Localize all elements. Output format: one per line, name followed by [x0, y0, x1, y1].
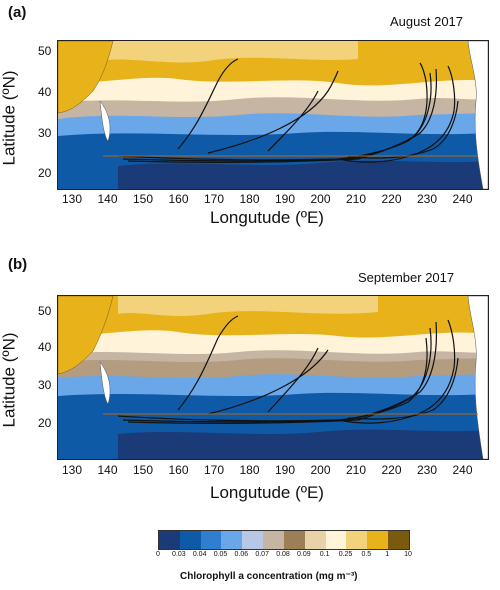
- colorbar-tick: 0.5: [361, 551, 372, 558]
- colorbar-swatch: [221, 531, 243, 549]
- y-tick: 30: [38, 126, 52, 140]
- panel-a-letter: (a): [8, 4, 27, 21]
- colorbar-swatch: [304, 531, 326, 549]
- x-tick: 190: [275, 192, 296, 206]
- x-tick: 150: [133, 192, 154, 206]
- x-tick: 210: [346, 463, 367, 477]
- x-tick: 170: [204, 192, 225, 206]
- colorbar-tick: 0.09: [297, 551, 311, 558]
- trajectory-line: [117, 315, 459, 424]
- colorbar-tick: 0: [156, 551, 160, 558]
- colorbar-tick: 0.05: [213, 551, 228, 558]
- colorbar-swatch: [325, 531, 347, 549]
- x-tick: 180: [239, 192, 260, 206]
- colorbar-swatch: [388, 531, 409, 549]
- x-tick: 230: [417, 192, 438, 206]
- x-tick: 230: [417, 463, 438, 477]
- x-tick: 130: [62, 192, 83, 206]
- colorbar-swatch: [159, 531, 180, 549]
- panel-b-date: September 2017: [358, 270, 455, 285]
- colorbar-tick: 0.08: [276, 551, 290, 558]
- x-tick: 210: [346, 192, 367, 206]
- x-tick: 190: [275, 463, 296, 477]
- x-axis-label: Longutude (ºE): [210, 208, 324, 227]
- x-tick: 240: [452, 463, 473, 477]
- y-tick: 20: [38, 416, 52, 430]
- x-tick: 240: [452, 192, 473, 206]
- colorbar: [158, 530, 410, 550]
- y-tick: 50: [38, 304, 52, 318]
- map-a-svg: [58, 41, 488, 189]
- land-mass-shape: [58, 296, 114, 375]
- y-tick: 50: [38, 44, 52, 58]
- colorbar-swatch: [200, 531, 222, 549]
- colorbar-tick: 0.04: [192, 551, 207, 558]
- y-tick: 30: [38, 378, 52, 392]
- x-tick: 170: [204, 463, 225, 477]
- y-axis-label: Latitude (ºN): [0, 332, 19, 428]
- map-panel-b: [57, 295, 489, 460]
- colorbar-title: Chlorophyll a concentration (mg m⁻³): [180, 571, 358, 582]
- colorbar-tick: 10: [404, 551, 412, 558]
- y-tick: 20: [38, 166, 52, 180]
- x-tick: 130: [62, 463, 83, 477]
- x-tick: 220: [381, 463, 402, 477]
- colorbar-swatch: [367, 531, 389, 549]
- x-tick: 160: [168, 463, 189, 477]
- land-mass-shape: [58, 41, 114, 114]
- x-tick: 200: [310, 192, 331, 206]
- y-tick: 40: [38, 340, 52, 354]
- colorbar-swatch: [283, 531, 305, 549]
- x-tick: 150: [133, 463, 154, 477]
- x-tick: 160: [168, 192, 189, 206]
- y-tick: 40: [38, 85, 52, 99]
- x-tick: 140: [97, 192, 118, 206]
- y-axis-label: Latitude (ºN): [0, 70, 19, 166]
- colorbar-tick: 1: [385, 551, 390, 558]
- colorbar-tick: 0.03: [172, 551, 186, 558]
- panel-b-letter: (b): [8, 256, 28, 273]
- trajectory-line: [117, 58, 459, 163]
- colorbar-tick: 0.06: [234, 551, 249, 558]
- colorbar-swatch: [346, 531, 368, 549]
- colorbar-tick: 0.07: [255, 551, 269, 558]
- x-axis-label: Longutude (ºE): [210, 483, 324, 502]
- x-tick: 140: [97, 463, 118, 477]
- colorbar-tick: 0.1: [319, 551, 330, 558]
- colorbar-tick: 0.25: [338, 551, 353, 558]
- colorbar-swatch: [242, 531, 264, 549]
- map-panel-a: [57, 40, 489, 190]
- x-tick: 180: [239, 463, 260, 477]
- map-b-svg: [58, 296, 488, 459]
- colorbar-swatch: [179, 531, 201, 549]
- colorbar-swatch: [263, 531, 284, 549]
- x-tick: 200: [310, 463, 331, 477]
- x-tick: 220: [381, 192, 402, 206]
- panel-a-date: August 2017: [390, 14, 464, 29]
